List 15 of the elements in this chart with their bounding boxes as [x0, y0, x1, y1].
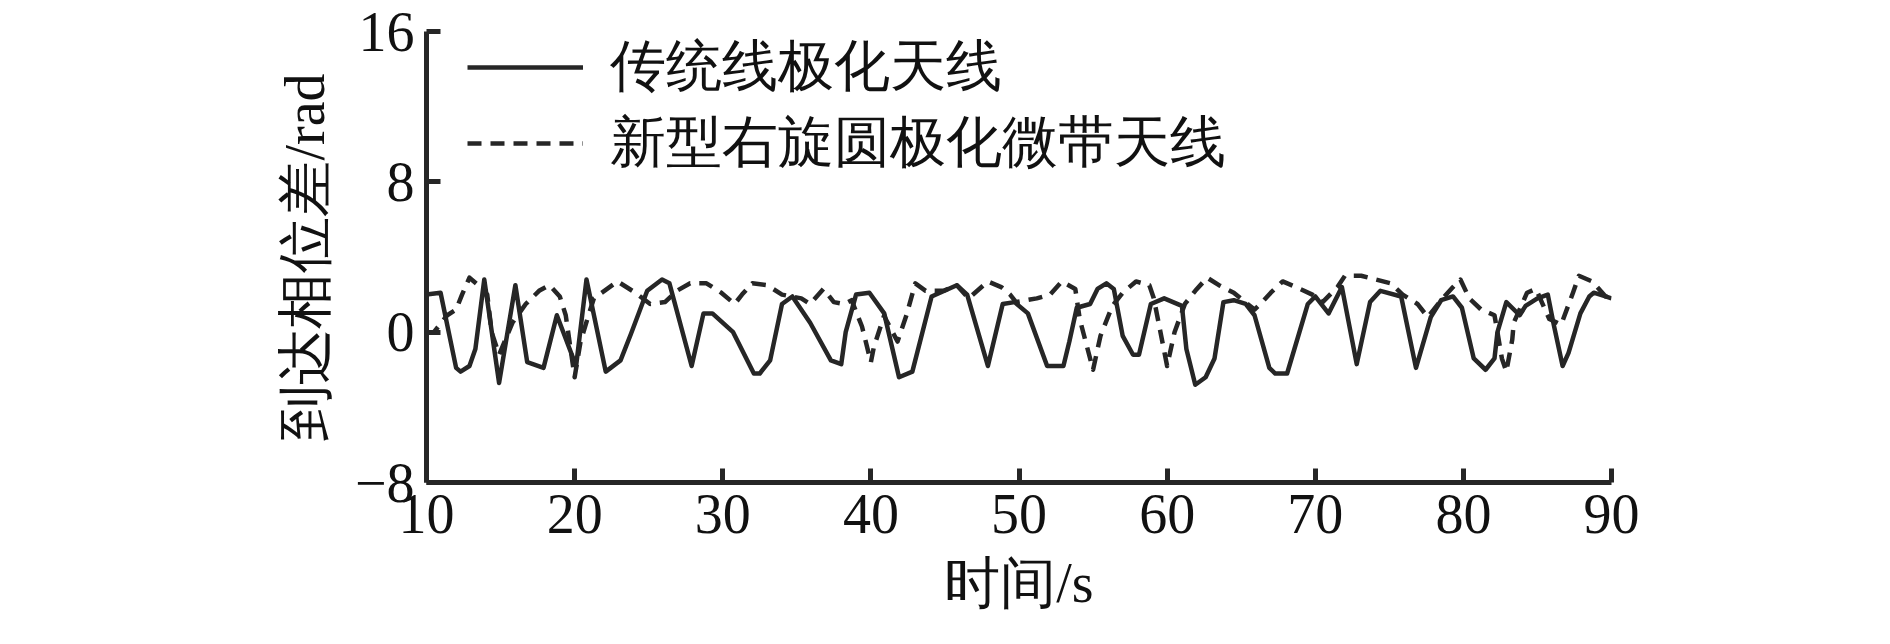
x-tick-label: 80 — [1435, 482, 1492, 545]
x-tick-label: 30 — [694, 482, 751, 545]
legend-label: 新型右旋圆极化微带天线 — [610, 110, 1226, 175]
x-axis-title: 时间/s — [944, 551, 1094, 614]
x-tick-label: 40 — [842, 482, 899, 545]
legend-label: 传统线极化天线 — [610, 34, 1002, 99]
y-axis-title: 到达相位差/rad — [273, 73, 336, 441]
x-tick-label: 70 — [1287, 482, 1344, 545]
x-tick-label: 60 — [1139, 482, 1196, 545]
x-tick-label: 20 — [546, 482, 603, 545]
x-tick-label: 90 — [1583, 482, 1640, 545]
y-tick-label: 8 — [386, 150, 415, 213]
y-tick-label: 0 — [386, 301, 415, 364]
y-tick-label: 16 — [358, 0, 415, 63]
x-tick-label: 50 — [991, 482, 1047, 545]
